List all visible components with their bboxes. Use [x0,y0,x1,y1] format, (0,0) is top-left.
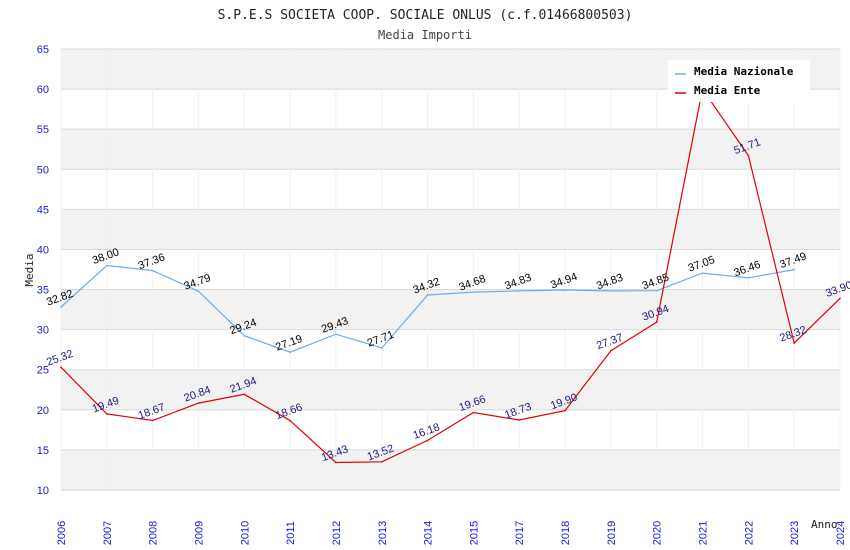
data-point [564,289,566,291]
chart-title: S.P.E.S SOCIETA COOP. SOCIALE ONLUS (c.f… [218,8,633,23]
x-tick-label: 2009 [193,521,205,545]
data-point [380,347,383,349]
data-point [426,439,429,442]
y-tick-label: 25 [37,365,49,377]
y-tick-label: 60 [37,84,49,96]
data-point [518,290,521,292]
y-tick-label: 50 [37,164,49,176]
grid-band [61,129,840,170]
x-tick-label: 2006 [56,521,68,545]
data-point [60,306,62,308]
data-label: 34.94 [549,271,579,292]
y-tick-label: 20 [37,405,49,417]
data-point [839,297,841,300]
x-tick-label: 2020 [652,521,664,545]
x-axis-ticks: 2006 2007 2008 2009 2010 2011 2012 2013 2014 2015… [56,521,847,545]
data-label: 25.32 [45,348,75,369]
x-tick-label: 2008 [148,521,160,545]
x-tick-label: 2017 [514,521,526,545]
grid-lines [60,48,841,491]
data-point [793,342,795,344]
x-tick-label: 2021 [698,521,710,545]
y-tick-label: 40 [37,244,49,256]
data-point [335,333,337,336]
data-label: 37.05 [687,254,717,275]
data-point [655,321,658,323]
data-point [564,409,566,412]
data-point [701,272,704,274]
legend: Media Nazionale Media Ente [668,60,810,102]
grid-band [61,209,840,250]
data-point [289,419,291,422]
y-tick-label: 65 [37,44,49,56]
data-label: 27.19 [274,333,304,354]
data-point [106,413,108,415]
x-tick-label: 2007 [102,521,114,545]
data-point [106,264,108,267]
data-point [197,402,200,404]
data-point [151,269,154,272]
x-tick-label: 2013 [377,521,389,545]
data-point [610,290,612,292]
data-point [793,268,795,271]
data-point [426,294,429,296]
x-tick-label: 2018 [560,521,572,545]
chart-subtitle: Media Importi [378,28,472,42]
data-point [151,419,154,422]
x-tick-label: 2022 [743,521,755,545]
data-point [243,393,246,396]
data-label: 37.49 [778,250,808,271]
data-point [472,411,475,414]
y-tick-label: 55 [37,124,49,136]
data-point [289,351,291,353]
y-tick-label: 15 [37,445,49,457]
grid-band [61,289,840,330]
x-tick-label: 2010 [239,521,251,545]
data-label: 16.18 [412,421,442,442]
data-point [380,460,383,463]
x-tick-label: 2019 [606,521,618,545]
data-point [518,419,521,421]
data-point [610,349,612,352]
x-tick-label: 2014 [423,521,435,545]
legend-label: Media Nazionale [694,65,794,78]
grid-band [61,449,840,490]
x-tick-label: 2015 [468,521,480,545]
data-label: 27.71 [366,329,396,350]
data-point [60,366,62,368]
data-point [243,334,246,337]
data-point [335,461,337,464]
data-label: 27.37 [595,332,625,353]
y-tick-label: 35 [37,285,49,297]
x-tick-label: 2012 [331,521,343,545]
y-tick-label: 10 [37,485,49,497]
grid-bands [61,49,840,490]
y-axis-ticks: 10 15 20 25 30 35 40 45 50 55 60 65 [37,44,49,497]
data-point [747,277,750,279]
x-tick-label: 2011 [285,521,297,545]
data-label: 37.36 [137,251,167,272]
grid-band [61,369,840,410]
data-point [472,291,475,293]
data-point [747,154,750,157]
legend-box [668,60,810,102]
legend-label: Media Ente [694,84,761,97]
y-tick-label: 30 [37,325,49,337]
x-axis-label: Anno [811,518,838,531]
x-tick-label: 2024 [835,521,847,545]
y-axis-label: Media [23,253,36,286]
y-tick-label: 45 [37,204,49,216]
data-point [655,289,658,292]
x-tick-label: 2023 [789,521,801,545]
data-point [197,290,200,293]
